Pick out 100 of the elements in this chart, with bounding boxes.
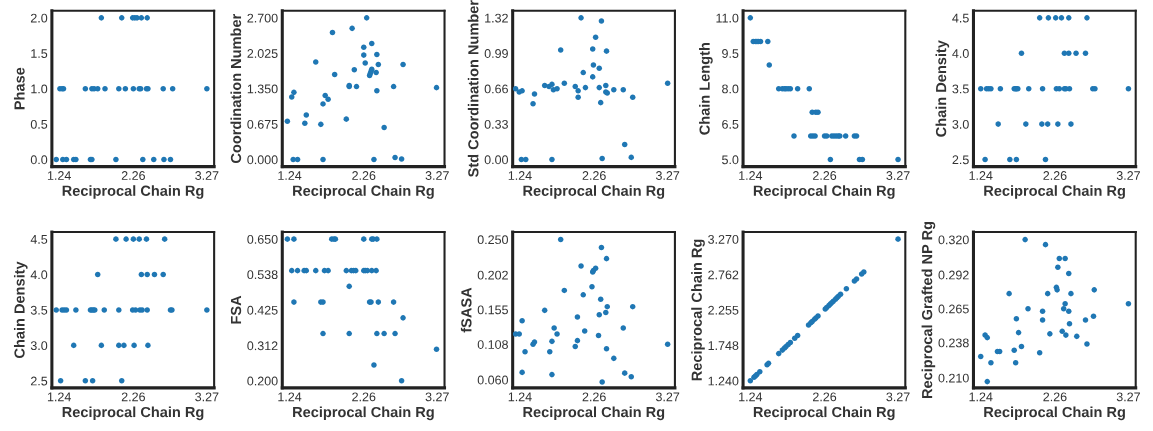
y-tick-label: 0.155: [477, 305, 508, 315]
y-axis-title: Reciprocal Grafted NP Rg: [921, 221, 936, 399]
y-tick-label: 0.202: [477, 270, 508, 280]
y-tick-label: 0.210: [938, 373, 969, 383]
y-axis-title: Chain Density: [13, 261, 28, 358]
y-tick-label: 2.762: [708, 270, 739, 280]
y-tick-label: 2.025: [247, 49, 278, 58]
y-tick-label: 0.312: [247, 341, 278, 351]
y-axis-title: FSA: [230, 295, 242, 324]
y-tick-label: 0.320: [938, 235, 969, 245]
y-tick-label: 0.0: [30, 155, 48, 165]
x-axis-title: Reciprocal Chain Rg: [523, 406, 665, 421]
y-tick-label: 0.000: [247, 155, 278, 165]
y-tick-label: 4.0: [30, 270, 48, 280]
y-tick-label: 3.0: [30, 341, 48, 351]
y-tick-label: 3.270: [708, 234, 739, 244]
x-tick-label: 1.24: [47, 171, 71, 180]
y-tick-label: 0.250: [477, 235, 509, 245]
y-tick-label: 1.0: [31, 84, 48, 94]
y-tick-label: 0.265: [938, 304, 969, 314]
x-axis-title: Reciprocal Chain Rg: [62, 406, 204, 421]
y-tick-label: 0.5: [30, 119, 48, 129]
y-axis-title: Std Coordination Number: [467, 0, 479, 177]
y-tick-label: 1.240: [708, 376, 739, 386]
y-tick-label: 0.66: [484, 84, 508, 94]
y-tick-label: 0.238: [938, 338, 969, 348]
x-tick-label: 2.26: [121, 171, 145, 180]
y-axis-title: Chain Length: [699, 43, 713, 135]
y-tick-label: 1.5: [31, 49, 48, 58]
y-tick-label: 2.255: [708, 305, 739, 315]
x-axis-title: Reciprocal Chain Rg: [984, 185, 1125, 199]
x-tick-label: 1.24: [47, 392, 71, 402]
y-tick-label: 0.99: [484, 49, 508, 58]
x-tick-label: 3.27: [886, 171, 910, 180]
x-tick-label: 2.26: [582, 171, 606, 180]
x-tick-label: 3.27: [195, 171, 219, 180]
y-axis-title: Phase: [13, 67, 25, 110]
y-tick-label: 4.5: [30, 235, 48, 244]
y-axis-title: Reciprocal Chain Rg: [691, 239, 705, 381]
x-tick-label: 3.27: [425, 171, 449, 180]
y-tick-label: 0.675: [247, 119, 278, 129]
x-tick-label: 2.26: [121, 392, 145, 402]
x-tick-label: 2.26: [582, 392, 606, 402]
x-tick-label: 1.24: [739, 171, 763, 180]
y-tick-label: 4.5: [952, 13, 969, 23]
x-axis-title: Reciprocal Chain Rg: [293, 406, 434, 421]
y-tick-label: 3.0: [952, 119, 969, 129]
y-tick-label: 1.350: [247, 84, 278, 94]
x-tick-label: 2.26: [813, 171, 837, 180]
x-tick-label: 1.24: [508, 171, 532, 180]
y-axis-title: fSASA: [460, 287, 472, 333]
x-tick-label: 2.26: [352, 171, 376, 180]
x-tick-label: 1.24: [278, 392, 302, 402]
x-axis-title: Reciprocal Chain Rg: [753, 406, 895, 421]
x-tick-label: 2.26: [1043, 171, 1067, 180]
x-tick-label: 3.27: [886, 392, 910, 402]
y-tick-label: 3.5: [952, 84, 969, 94]
y-tick-label: 4.0: [952, 49, 969, 58]
y-tick-label: 5.0: [722, 155, 739, 165]
x-tick-label: 1.24: [739, 392, 763, 402]
x-tick-label: 1.24: [969, 171, 993, 180]
y-tick-label: 0.650: [247, 234, 278, 244]
x-tick-label: 3.27: [425, 392, 449, 402]
y-axis-title: Chain Density: [935, 40, 950, 137]
y-tick-label: 0.108: [477, 340, 508, 349]
x-axis-title: Reciprocal Chain Rg: [984, 406, 1125, 421]
x-axis-title: Reciprocal Chain Rg: [293, 185, 434, 199]
y-tick-label: 2.5: [952, 155, 969, 165]
y-tick-label: 0.200: [247, 376, 278, 386]
y-tick-label: 8.0: [722, 84, 739, 94]
x-tick-label: 3.27: [655, 392, 680, 402]
y-tick-label: 11.0: [716, 13, 739, 23]
y-tick-label: 1.32: [485, 13, 508, 23]
y-tick-label: 0.538: [247, 270, 278, 280]
y-tick-label: 2.700: [247, 13, 278, 23]
x-tick-label: 3.27: [655, 171, 680, 180]
x-tick-label: 3.27: [1116, 171, 1140, 180]
y-axis-title: Coordination Number: [230, 13, 242, 164]
y-tick-label: 6.5: [722, 119, 739, 129]
x-tick-label: 3.27: [195, 392, 219, 402]
x-tick-label: 2.26: [813, 392, 837, 402]
x-tick-label: 1.24: [969, 392, 993, 402]
y-tick-label: 2.0: [30, 13, 48, 23]
y-tick-label: 0.060: [477, 375, 509, 385]
y-tick-label: 0.00: [484, 155, 509, 165]
y-tick-label: 2.5: [30, 376, 48, 386]
y-tick-label: 0.292: [938, 270, 969, 280]
x-tick-label: 3.27: [1116, 392, 1140, 402]
y-tick-label: 3.5: [30, 305, 48, 315]
y-tick-label: 9.5: [722, 49, 739, 58]
x-tick-label: 2.26: [1043, 392, 1067, 402]
x-axis-title: Reciprocal Chain Rg: [753, 185, 895, 199]
y-tick-label: 1.748: [708, 341, 739, 351]
y-tick-label: 0.33: [484, 119, 508, 129]
x-axis-title: Reciprocal Chain Rg: [62, 185, 204, 199]
x-tick-label: 1.24: [508, 392, 532, 402]
y-tick-label: 0.425: [247, 305, 278, 315]
x-axis-title: Reciprocal Chain Rg: [523, 185, 665, 199]
x-tick-label: 1.24: [278, 171, 302, 180]
x-tick-label: 2.26: [352, 392, 376, 402]
